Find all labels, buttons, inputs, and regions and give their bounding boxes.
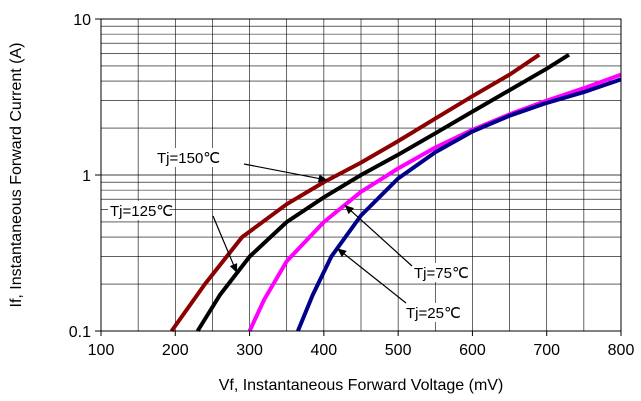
y-tick-label: 10 (73, 12, 91, 29)
annotation-arrow-head (344, 205, 355, 215)
annotation-label: Tj=125℃ (110, 203, 173, 220)
x-tick-label: 100 (88, 342, 115, 359)
tick-labels: 100 200 300 400 500 600 700 800 0.1 1 10 (69, 12, 635, 359)
y-axis-label: If, Instantaneous Forward Current (A) (8, 43, 25, 308)
annotation-arrow-line (344, 204, 413, 267)
annotation-backdrop (404, 303, 458, 322)
annotation-backdrop (108, 201, 170, 220)
x-tick-label: 300 (236, 342, 263, 359)
annotation-backdrop (412, 263, 466, 282)
x-tick-label: 200 (162, 342, 189, 359)
annotation-label: Tj=75℃ (414, 265, 469, 282)
x-tick-label: 600 (459, 342, 486, 359)
x-tick-label: 800 (608, 342, 635, 359)
x-tick-label: 700 (533, 342, 560, 359)
annotation-label: Tj=150℃ (157, 150, 220, 167)
annotation-backdrop (155, 148, 217, 167)
series-line-0 (169, 53, 541, 333)
x-tick-label: 400 (311, 342, 338, 359)
annotations: Tj=150℃ Tj=125℃ Tj=75℃ Tj=25℃ (108, 148, 469, 322)
annotation-arrow-line (336, 247, 407, 304)
y-tick-label: 0.1 (69, 324, 91, 341)
annotation-arrow-head (337, 248, 347, 258)
annotation-arrow-line (243, 163, 328, 181)
y-tick-label: 1 (82, 168, 91, 185)
series-line-3 (296, 77, 622, 332)
series-lines (169, 53, 622, 333)
annotation-arrow-head (317, 174, 328, 183)
series-line-2 (247, 72, 622, 332)
annotation-label: Tj=25℃ (406, 305, 461, 322)
annotation-arrow-line (212, 215, 238, 274)
annotation-arrow-head (229, 263, 238, 273)
series-line-1 (195, 53, 571, 333)
x-axis-label: Vf, Instantaneous Forward Voltage (mV) (219, 377, 504, 394)
x-tick-label: 500 (385, 342, 412, 359)
